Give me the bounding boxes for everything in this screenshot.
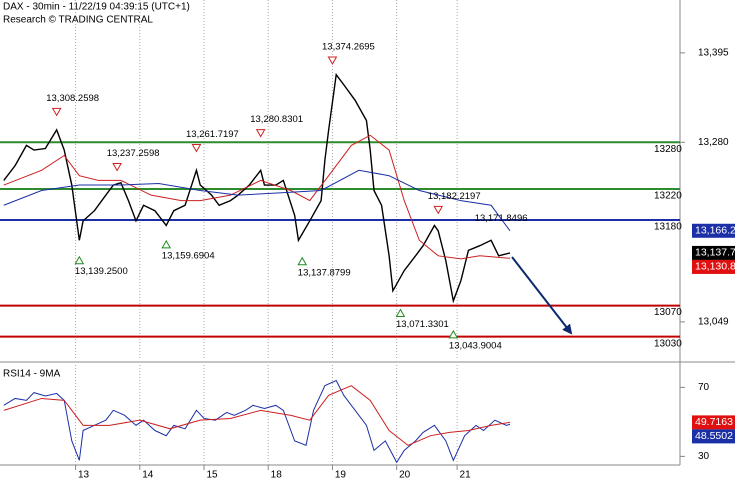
price-box-label: 13,137.7 <box>695 247 735 259</box>
x-tick-label: 19 <box>335 470 347 480</box>
x-tick-label: 21 <box>460 470 472 480</box>
annotation-label: 13,237.2598 <box>107 148 160 159</box>
forecast-arrow <box>511 256 573 335</box>
series-line <box>3 134 511 260</box>
price-box-label: 13,130.8 <box>695 261 735 273</box>
annotation-label: 13,308.2598 <box>46 93 99 104</box>
x-tick-label: 18 <box>271 470 283 480</box>
price-box <box>692 259 735 274</box>
annotation-label: 13,137.8799 <box>298 267 351 278</box>
price-box-label: 13,166.2 <box>695 225 735 237</box>
low-marker <box>74 255 85 265</box>
level-label: 13070 <box>654 307 682 318</box>
annotation-label: 13,374.2695 <box>322 42 375 53</box>
chart-subtitle: Research © TRADING CENTRAL <box>3 15 153 26</box>
rsi-title: RSI14 - 9MA <box>3 369 61 380</box>
level-label: 13030 <box>654 338 682 349</box>
price-box <box>692 429 735 444</box>
series-line <box>3 169 511 232</box>
level-label: 13180 <box>654 222 682 233</box>
chart-title: DAX - 30min - 11/22/19 04:39:15 (UTC+1) <box>3 2 190 13</box>
low-marker <box>297 256 308 266</box>
series-line <box>3 385 511 446</box>
series-line <box>3 379 511 464</box>
low-marker <box>161 239 172 249</box>
y-tick-label: 13,280 <box>698 137 729 148</box>
high-marker <box>255 129 266 138</box>
high-marker <box>112 163 122 172</box>
price-box-label: 48.5502 <box>695 430 733 442</box>
y-tick-label: 13,049 <box>698 317 729 328</box>
annotation-label: 13,139.2500 <box>75 266 128 277</box>
y-tick-label: 13,395 <box>698 48 729 59</box>
price-box-label: 49.7163 <box>695 416 733 428</box>
x-tick-label: 20 <box>399 470 411 480</box>
x-tick-label: 13 <box>78 470 90 480</box>
low-marker <box>395 308 406 318</box>
annotation-label: 13,261.7197 <box>186 129 239 140</box>
annotation-label: 13,071.3301 <box>396 319 449 330</box>
series-line <box>3 72 511 304</box>
high-marker <box>191 144 202 153</box>
high-marker <box>51 107 62 117</box>
level-label: 13220 <box>654 191 682 202</box>
price-box <box>692 245 735 260</box>
annotation-label: 13,159.6904 <box>162 250 215 261</box>
price-box <box>692 223 735 238</box>
level-label: 13280 <box>654 144 682 155</box>
low-marker <box>448 329 459 339</box>
price-box <box>692 415 735 430</box>
annotation-label: 13,043.9004 <box>449 340 502 351</box>
high-marker <box>327 56 338 65</box>
x-tick-label: 15 <box>206 470 218 480</box>
annotation-label: 13,171.8496 <box>475 213 528 224</box>
high-marker <box>433 205 444 215</box>
x-tick-label: 14 <box>142 470 154 480</box>
annotation-label: 13,280.8301 <box>250 114 303 125</box>
annotation-label: 13,182.2197 <box>428 191 481 202</box>
y-tick-label: 70 <box>698 382 710 393</box>
y-tick-label: 30 <box>698 451 710 462</box>
